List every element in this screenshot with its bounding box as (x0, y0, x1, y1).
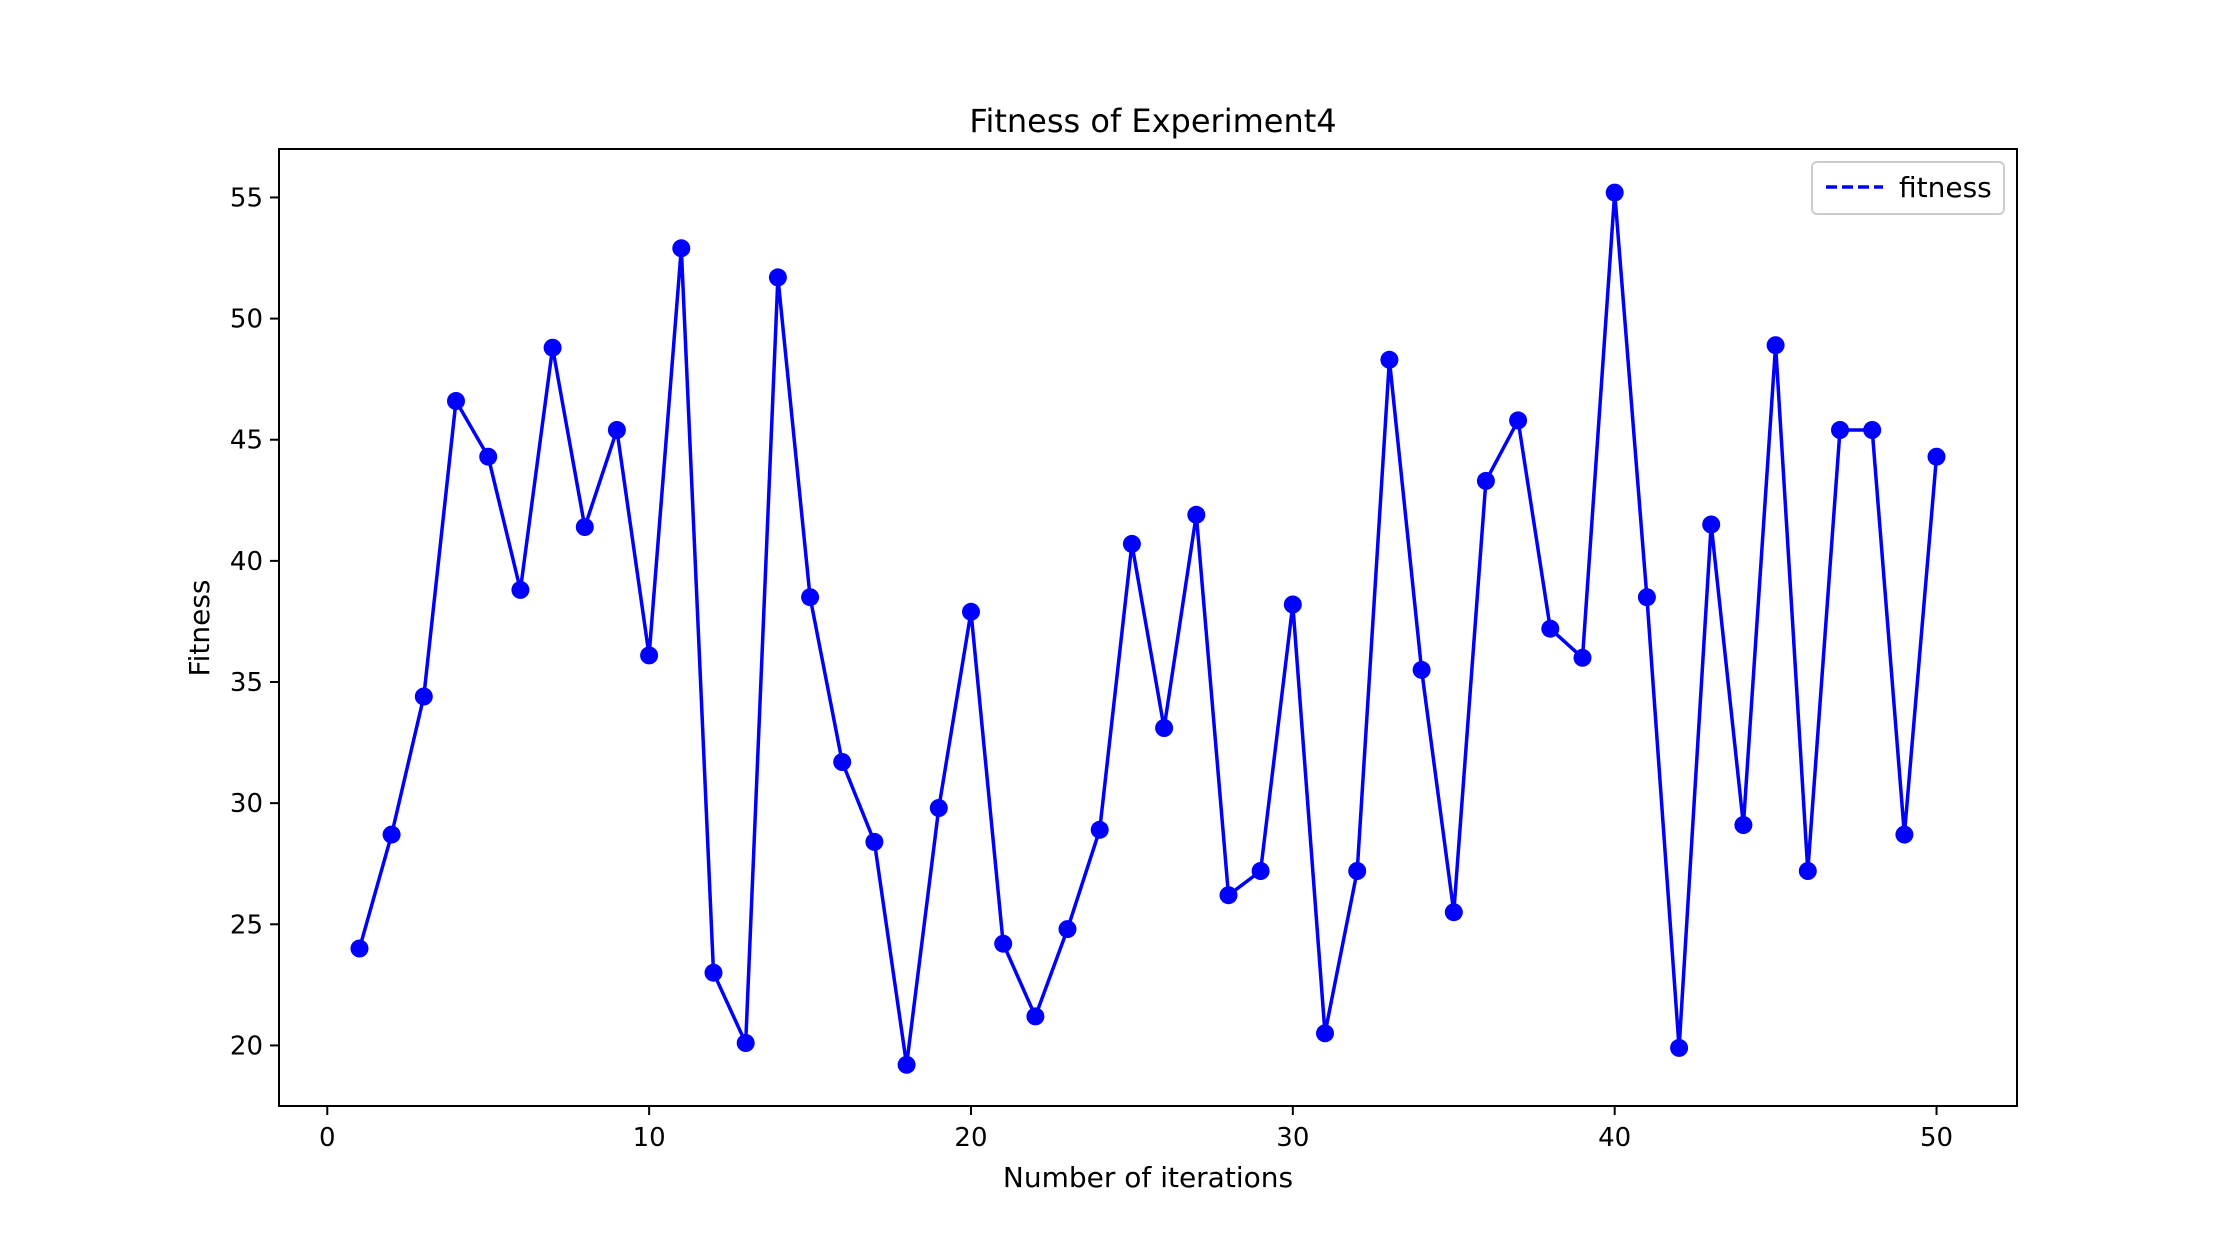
y-axis-label: Fitness (183, 580, 216, 677)
data-point (607, 421, 626, 439)
x-axis-ticks: 0 10 20 30 40 50 (319, 1106, 1953, 1153)
data-point (1637, 588, 1656, 607)
data-point (1219, 886, 1238, 905)
data-point (1155, 719, 1174, 737)
data-point (1058, 920, 1077, 939)
data-point (672, 239, 691, 258)
legend-label-fitness: fitness (1899, 171, 1992, 204)
data-point (1509, 411, 1528, 430)
y-tick-label: 25 (230, 910, 263, 940)
data-point (1316, 1024, 1334, 1043)
series-layer (350, 183, 1946, 1074)
data-point (897, 1055, 916, 1074)
data-point (801, 588, 820, 607)
y-tick-label: 55 (230, 183, 263, 213)
data-point (736, 1034, 755, 1052)
data-point (1670, 1038, 1689, 1057)
data-point (1831, 421, 1849, 439)
data-point (1895, 825, 1914, 844)
data-point (1444, 903, 1463, 922)
data-point (1187, 505, 1206, 524)
y-axis-ticks: 20 25 30 35 40 45 50 55 (230, 183, 279, 1061)
data-point (1734, 816, 1753, 834)
data-point (1573, 648, 1592, 667)
plot-frame (278, 148, 2018, 1107)
data-point (1863, 421, 1882, 439)
data-point (994, 934, 1013, 953)
data-point (833, 753, 852, 771)
data-point (1122, 534, 1141, 553)
data-point (350, 939, 369, 958)
data-point (1348, 862, 1367, 880)
data-point (1380, 350, 1399, 369)
data-point (1026, 1007, 1045, 1026)
data-point (511, 580, 530, 599)
data-point (414, 687, 433, 706)
x-tick-label: 50 (1920, 1123, 1953, 1153)
data-point (1702, 515, 1721, 534)
data-point (1090, 820, 1109, 839)
data-point (1476, 471, 1495, 490)
data-point (543, 338, 562, 357)
x-tick-label: 10 (633, 1123, 666, 1153)
data-point (479, 447, 498, 466)
data-point (1766, 336, 1785, 355)
series-line-fitness (357, 190, 1939, 1067)
data-point (929, 799, 948, 817)
data-point (447, 392, 465, 410)
data-point (382, 825, 401, 844)
data-point (704, 963, 723, 982)
y-tick-label: 40 (230, 547, 263, 577)
x-tick-label: 40 (1598, 1123, 1631, 1153)
data-point (575, 518, 594, 536)
data-point (1541, 619, 1560, 638)
x-tick-label: 30 (1276, 1123, 1309, 1153)
data-point (1927, 447, 1946, 466)
y-tick-label: 20 (230, 1031, 263, 1061)
y-tick-label: 45 (230, 426, 263, 456)
data-point (1251, 862, 1270, 880)
y-tick-label: 30 (230, 789, 263, 819)
data-point (640, 646, 659, 665)
data-point (865, 832, 884, 851)
x-tick-label: 0 (319, 1123, 336, 1153)
data-point (1605, 183, 1624, 202)
y-tick-label: 35 (230, 668, 263, 698)
legend: fitness (1811, 161, 2005, 215)
chart-title: Fitness of Experiment4 (969, 102, 1336, 140)
data-point (1283, 595, 1302, 614)
data-point (962, 602, 980, 621)
data-point (1412, 660, 1431, 679)
legend-box (1811, 161, 2005, 215)
y-tick-label: 50 (230, 305, 263, 335)
data-point (768, 268, 787, 287)
x-axis-label: Number of iterations (1003, 1161, 1293, 1194)
data-point (1798, 862, 1817, 880)
x-tick-label: 20 (954, 1123, 987, 1153)
